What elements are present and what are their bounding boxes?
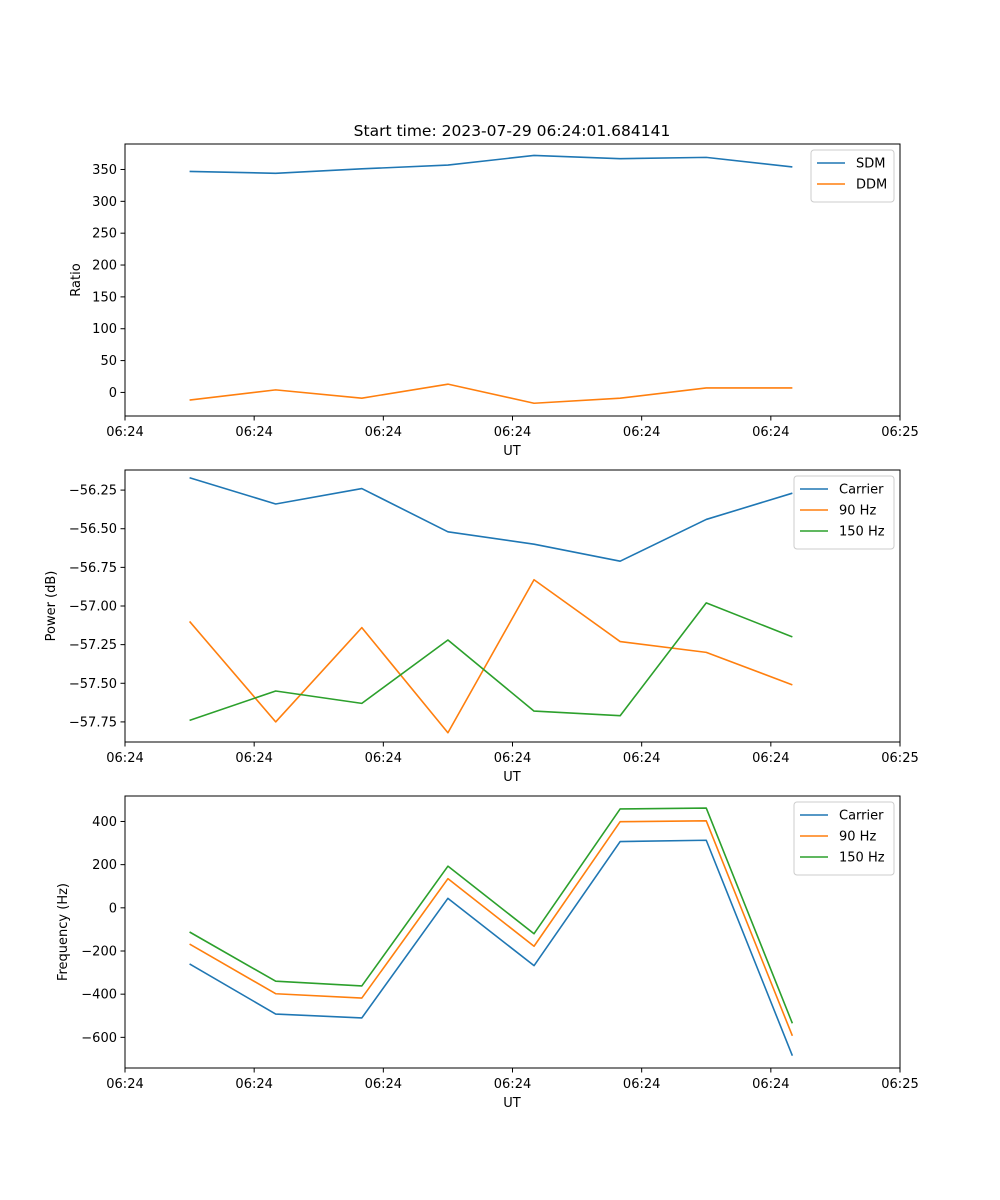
y-tick-label: 400 [92,815,117,830]
x-tick-label: 06:24 [106,425,143,440]
y-tick-label: −57.00 [69,600,117,615]
y-tick-label: −56.25 [69,484,117,499]
series-line-carrier [189,476,793,562]
series-line-90-hz [188,578,793,734]
legend-entry: 150 Hz [839,525,885,540]
legend: Carrier 90 Hz 150 Hz [793,801,895,876]
y-tick-label: 50 [100,354,117,369]
y-tick-label: 0 [109,901,117,916]
legend-entry: DDM [856,178,887,193]
legend-entry: Carrier [839,483,884,498]
x-tick-label: 06:25 [881,751,918,766]
legend: SDM DDM [810,149,895,203]
y-tick-label: −57.75 [69,715,117,730]
x-tick-label: 06:24 [365,425,402,440]
y-tick-label: −56.75 [69,561,117,576]
series-line-150-hz [189,602,793,722]
x-tick-label: 06:25 [881,1077,918,1092]
x-tick-label: 06:24 [623,1077,660,1092]
series-line-90-hz [189,820,794,1037]
series-line-ddm [189,383,793,405]
legend-entry: SDM [856,157,885,172]
x-tick-label: 06:24 [494,751,531,766]
y-tick-label: 300 [92,195,117,210]
legend-entry: Carrier [839,809,884,824]
x-tick-label: 06:24 [623,425,660,440]
x-tick-label: 06:24 [752,751,789,766]
y-axis-label: Power (dB) [44,571,59,642]
y-tick-label: −400 [81,988,117,1003]
x-tick-label: 06:24 [623,751,660,766]
y-tick-label: 150 [92,290,117,305]
x-tick-label: 06:24 [106,1077,143,1092]
panels: 06:24 06:24 06:24 06:24 06:24 06:24 06:25 350 30… [44,143,919,1111]
x-tick-label: 06:24 [752,425,789,440]
series-line-carrier [189,839,794,1056]
y-axis-label: Ratio [69,263,84,296]
y-tick-label: 200 [92,858,117,873]
x-axis-label: UT [503,444,521,459]
y-tick-label: 350 [92,163,117,178]
y-tick-label: 200 [92,259,117,274]
x-axis-label: UT [503,770,521,785]
legend-entry: 150 Hz [839,851,885,866]
y-tick-label: −57.50 [69,677,117,692]
chart-panel-3: 06:24 06:24 06:24 06:24 06:24 06:24 06:25 400 20… [56,795,919,1111]
legend-entry: 90 Hz [839,504,876,519]
y-axis-label: Frequency (Hz) [56,883,71,981]
legend-entry: 90 Hz [839,830,876,845]
x-tick-label: 06:24 [235,751,272,766]
x-tick-label: 06:24 [752,1077,789,1092]
x-tick-label: 06:24 [235,425,272,440]
y-tick-label: −57.25 [69,638,117,653]
x-tick-label: 06:24 [235,1077,272,1092]
series-line-sdm [189,154,793,175]
x-tick-label: 06:24 [365,1077,402,1092]
y-tick-label: 250 [92,227,117,242]
x-tick-label: 06:24 [106,751,143,766]
y-tick-label: −600 [81,1031,117,1046]
x-axis-label: UT [503,1096,521,1111]
chart-panel-2: 06:24 06:24 06:24 06:24 06:24 06:24 06:25 −56.2… [44,469,919,785]
series-line-150-hz [189,807,794,1024]
chart-panel-1: 06:24 06:24 06:24 06:24 06:24 06:24 06:25 350 30… [69,143,919,459]
figure-title: Start time: 2023-07-29 06:24:01.684141 [354,122,671,140]
legend: Carrier 90 Hz 150 Hz [793,475,895,550]
x-tick-label: 06:24 [494,1077,531,1092]
x-tick-label: 06:25 [881,425,918,440]
x-tick-label: 06:24 [365,751,402,766]
y-tick-label: −56.50 [69,522,117,537]
x-tick-label: 06:24 [494,425,531,440]
y-tick-label: 100 [92,322,117,337]
y-tick-label: 0 [109,386,117,401]
y-tick-label: −200 [81,944,117,959]
